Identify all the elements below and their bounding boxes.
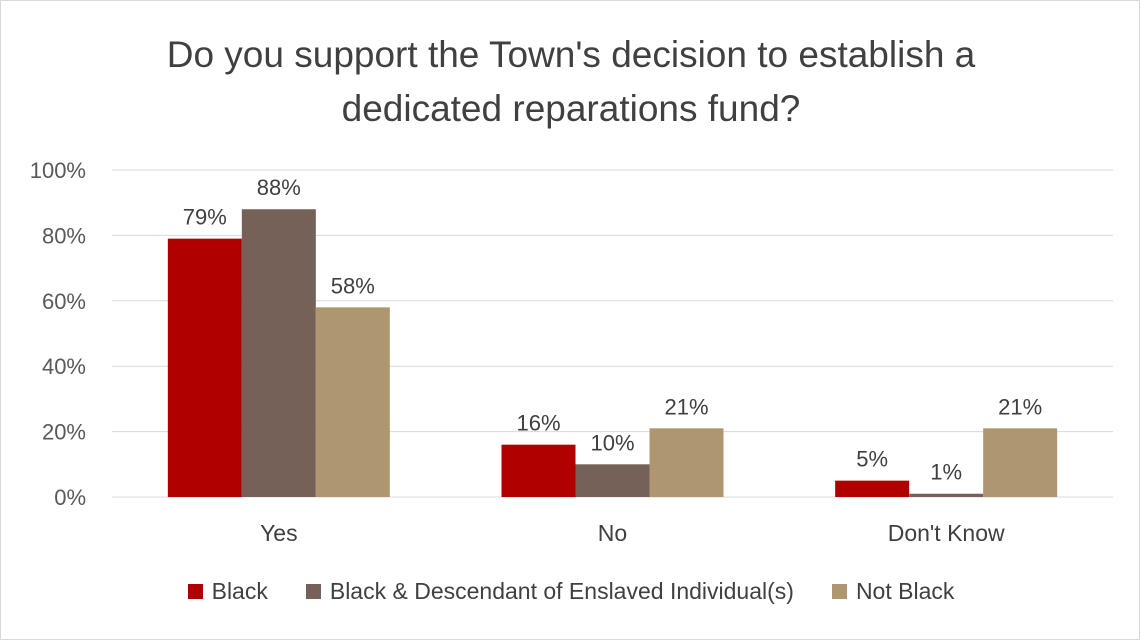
legend-item-not-black: Not Black xyxy=(831,578,955,605)
chart-title-line-2: dedicated reparations fund? xyxy=(341,88,801,129)
y-tick-label: 80% xyxy=(42,223,86,248)
legend-label-black: Black xyxy=(211,578,268,604)
y-tick-label: 20% xyxy=(42,420,86,445)
data-label: 21% xyxy=(664,394,708,419)
bar xyxy=(575,464,650,497)
legend-label-black-descendant: Black & Descendant of Enslaved Individua… xyxy=(329,578,794,604)
data-label: 58% xyxy=(331,273,375,298)
legend-label-not-black: Not Black xyxy=(855,578,955,604)
bar xyxy=(241,209,316,498)
x-tick-label: Don't Know xyxy=(888,520,1005,546)
legend-swatch-black xyxy=(187,584,203,599)
legend-item-black-descendant: Black & Descendant of Enslaved Individua… xyxy=(305,578,794,605)
bar xyxy=(315,307,390,497)
data-label: 10% xyxy=(590,430,634,455)
y-tick-label: 100% xyxy=(30,158,86,183)
x-tick-label: Yes xyxy=(260,520,298,546)
data-label: 16% xyxy=(516,411,560,436)
chart-title-line-1: Do you support the Town's decision to es… xyxy=(166,34,976,75)
y-tick-label: 40% xyxy=(42,354,86,379)
legend-swatch-not-black xyxy=(831,584,847,599)
bar xyxy=(909,493,984,497)
y-tick-label: 0% xyxy=(54,485,86,510)
bar xyxy=(983,428,1058,497)
data-label: 5% xyxy=(856,447,888,472)
legend-item-black: Black xyxy=(187,578,268,605)
legend-swatch-black-descendant xyxy=(305,584,321,599)
bar xyxy=(835,480,910,497)
data-label: 1% xyxy=(930,460,962,485)
bar xyxy=(649,428,724,497)
chart-title: Do you support the Town's decision to es… xyxy=(0,28,1142,136)
data-label: 21% xyxy=(998,394,1042,419)
data-label: 88% xyxy=(257,175,301,200)
y-tick-label: 60% xyxy=(42,289,86,314)
data-label: 79% xyxy=(183,205,227,230)
bar xyxy=(167,238,242,498)
bar xyxy=(501,444,576,497)
chart-legend: Black Black & Descendant of Enslaved Ind… xyxy=(0,578,1142,605)
x-tick-label: No xyxy=(598,520,627,546)
